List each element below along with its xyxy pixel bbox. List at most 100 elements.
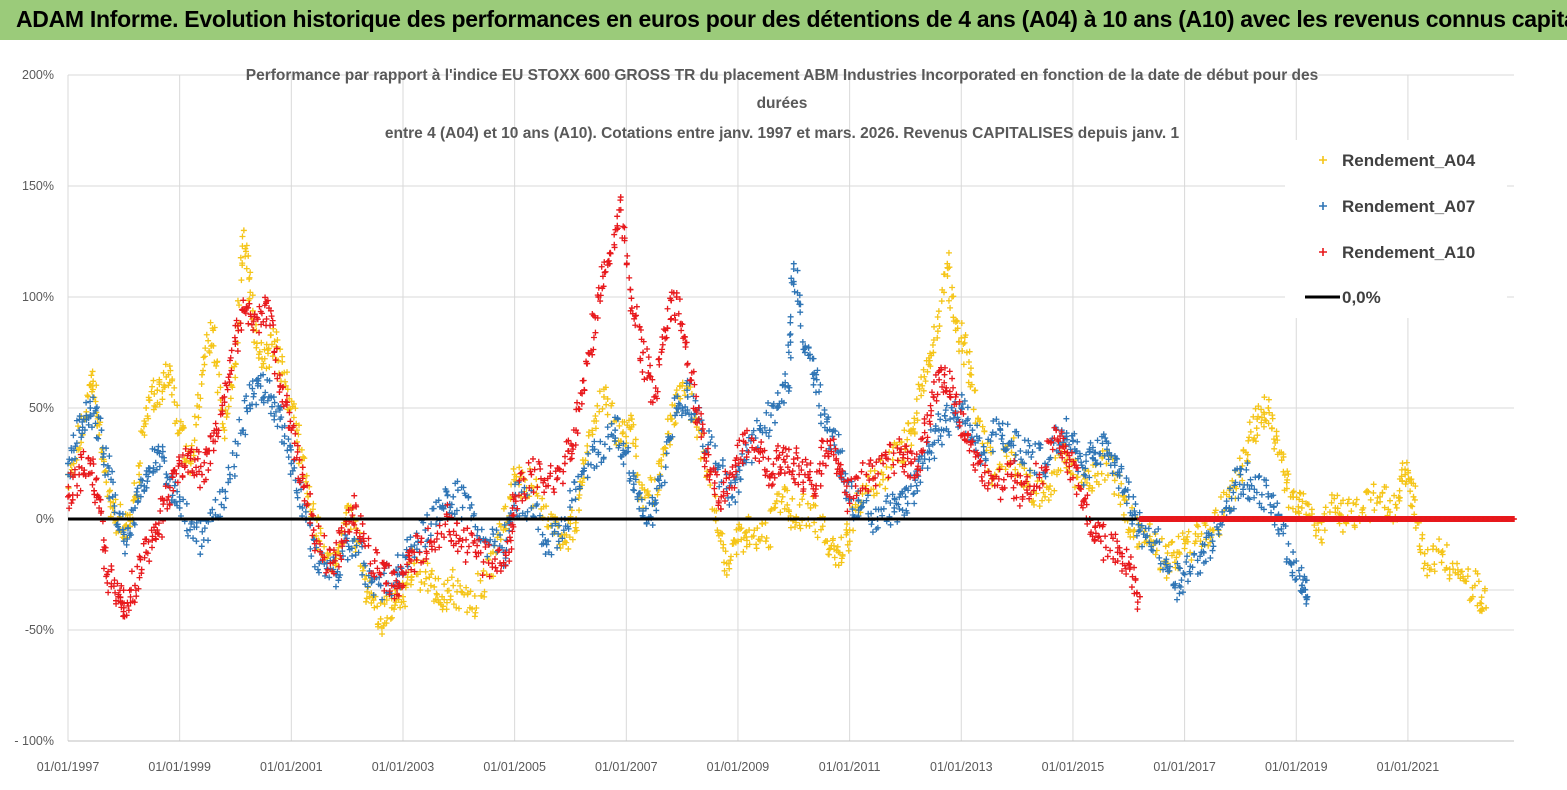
rendement-a04-point [979,440,986,447]
rendement-a04-point [1348,508,1355,515]
rendement-a07-point [818,420,825,427]
rendement-a04-point [471,592,478,599]
rendement-a04-point [600,393,607,400]
rendement-a04-point [1255,403,1262,410]
rendement-a04-point [1477,599,1484,606]
rendement-a04-point [210,342,217,349]
rendement-a04-point [169,376,176,383]
rendement-a04-point [1328,499,1335,506]
rendement-a04-point [873,490,880,497]
rendement-a07-point [144,478,151,485]
rendement-a04-point [970,406,977,413]
rendement-a04-point [162,361,169,368]
rendement-a07-point [679,404,686,411]
rendement-a04-point [237,254,244,261]
rendement-a07-point [85,421,92,428]
rendement-a04-point [174,402,181,409]
rendement-a07-point [159,448,166,455]
rendement-a04-point [1351,524,1358,531]
rendement-a04-point [830,535,837,542]
rendement-a04-point [1089,487,1096,494]
rendement-a04-point [1474,602,1481,609]
rendement-a07-point [244,408,251,415]
rendement-a07-point [1098,433,1105,440]
rendement-a07-point [222,495,229,502]
rendement-a07-point [678,412,685,419]
rendement-a07-point [1063,430,1070,437]
rendement-a04-point [878,469,885,476]
rendement-a07-point [1124,487,1131,494]
rendement-a04-point [1402,466,1409,473]
rendement-a04-point [789,495,796,502]
rendement-a04-point [221,435,228,442]
rendement-a07-point [337,571,344,578]
rendement-a04-point [1387,497,1393,504]
rendement-a07-point [816,402,823,409]
y-tick-label: 100% [22,290,54,304]
rendement-a04-point [763,535,770,542]
rendement-a04-point [268,341,275,348]
rendement-a04-point [106,488,113,495]
rendement-a04-point [243,242,250,249]
rendement-a04-point [870,486,877,493]
rendement-a07-point [757,422,764,429]
rendement-a04-point [217,384,224,391]
rendement-a07-point [1105,440,1112,447]
rendement-a07-point [78,434,85,441]
rendement-a04-point [266,364,273,371]
rendement-a07-point [753,417,760,424]
rendement-a07-point [884,493,891,500]
rendement-a04-point [797,525,804,532]
rendement-a04-point [976,418,983,425]
rendement-a04-point [150,377,157,384]
rendement-a04-point [1179,530,1186,537]
x-axis-labels: 01/01/1997 01/01/1999 01/01/2001 01/01/2003… [37,760,1440,774]
rendement-a07-point [817,381,824,388]
rendement-a04-point [290,400,297,407]
rendement-a04-point [930,349,937,356]
rendement-a04-point [1085,468,1092,475]
rendement-a04-point [1296,489,1303,496]
rendement-a07-point [889,491,896,498]
rendement-a04-point [1373,500,1380,507]
rendement-a04-point [947,304,954,311]
rendement-a04-point [193,421,200,428]
rendement-a07-point [989,448,996,455]
rendement-a07-point [1118,463,1125,470]
rendement-a04-point [1391,492,1398,499]
rendement-a07-point [87,398,94,405]
rendement-a07-point [88,424,95,431]
rendement-a04-point [818,526,825,533]
rendement-a07-point [450,493,457,500]
rendement-a07-point [222,488,229,495]
rendement-a04-point [110,499,117,506]
rendement-a07-point [958,391,965,398]
rendement-a07-point [276,407,283,414]
rendement-a07-point [277,404,284,411]
rendement-a04-point [464,609,471,616]
rendement-a04-point [1175,533,1182,540]
y-tick-label: 200% [22,68,54,82]
rendement-a04-point [282,378,289,385]
rendement-a04-point [374,603,381,610]
rendement-a04-point [1367,496,1374,503]
rendement-a04-point [146,397,153,404]
rendement-a07-point [931,439,938,446]
rendement-a07-point [636,505,643,512]
rendement-a07-point [1160,566,1167,573]
rendement-a07-point [638,496,645,503]
rendement-a04-point [825,551,832,558]
rendement-a07-point [1163,556,1170,563]
rendement-a04-point [1396,497,1403,504]
rendement-a07-point [785,349,792,356]
rendement-a07-point [231,472,238,479]
rendement-a04-point [1483,604,1490,611]
rendement-a04-point [183,457,190,464]
rendement-a07-point [87,413,94,420]
rendement-a04-point [141,417,148,424]
rendement-a07-point [296,503,303,510]
rendement-a04-point [389,614,396,621]
rendement-a04-point [604,395,611,402]
rendement-a07-point [969,427,976,434]
rendement-a07-point [287,471,294,478]
